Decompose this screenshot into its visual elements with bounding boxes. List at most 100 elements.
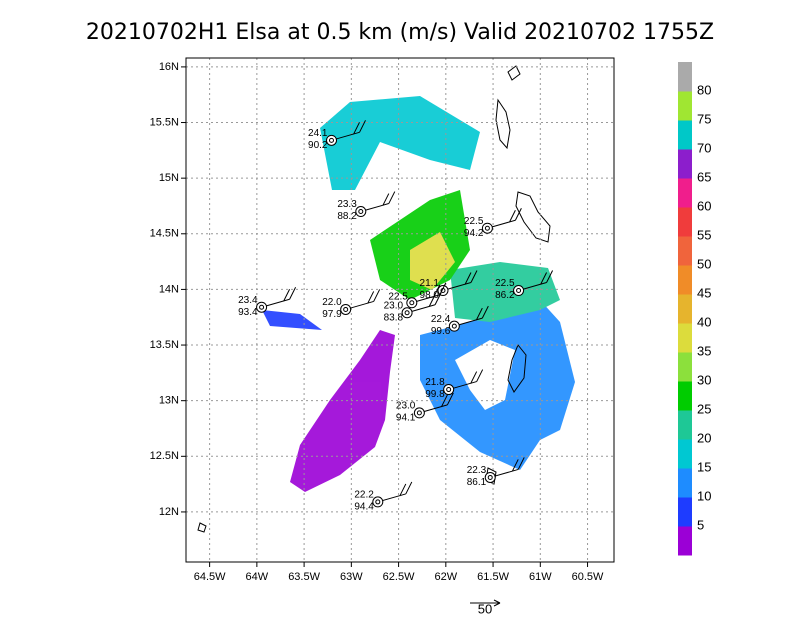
station (406, 297, 418, 309)
station-label: 23.0 (384, 300, 404, 311)
colorbar-label: 10 (697, 488, 711, 503)
colorbar-segment (678, 91, 692, 121)
colorbar-segment (678, 178, 692, 208)
station (484, 471, 496, 483)
x-tick-label: 63.5W (288, 571, 320, 583)
colorbar-label: 55 (697, 227, 711, 242)
station-label: 94.2 (464, 228, 484, 239)
colorbar-segment (678, 294, 692, 324)
station-label: 97.9 (322, 309, 342, 320)
x-tick-label: 62W (435, 571, 458, 583)
colorbar-label: 45 (697, 285, 711, 300)
y-tick-label: 12N (159, 506, 179, 518)
x-tick-label: 62.5W (383, 571, 415, 583)
station-label: 21.1 (420, 278, 440, 289)
colorbar-segment (678, 410, 692, 440)
wind-barb (377, 481, 413, 503)
wind-region (410, 232, 455, 290)
station-center (416, 410, 422, 416)
colorbar-label: 80 (697, 82, 711, 97)
colorbar-segment (678, 265, 692, 295)
colorbar-segment (678, 236, 692, 266)
station-label: 94.1 (396, 413, 416, 424)
x-tick-label: 61W (529, 571, 552, 583)
wind-barb (360, 191, 396, 213)
colorbar-label: 70 (697, 140, 711, 155)
colorbar-label: 5 (697, 517, 704, 532)
station (437, 285, 449, 297)
station-label: 22.2 (354, 490, 374, 501)
station-label: 86.2 (495, 290, 515, 301)
island (495, 98, 511, 150)
wind-region (290, 330, 395, 492)
station-label: 99.8 (425, 389, 445, 400)
y-tick-label: 16N (159, 61, 179, 73)
colorbar-segment (678, 120, 692, 150)
station-label: 22.5 (464, 216, 484, 227)
colorbar-label: 35 (697, 343, 711, 358)
station-center (329, 137, 335, 143)
station (355, 206, 367, 218)
y-tick-label: 15.5N (150, 116, 179, 128)
station-label: 22.3 (467, 465, 487, 476)
station-label: 22.0 (322, 297, 342, 308)
station-label: 22.4 (431, 314, 451, 325)
station (256, 301, 268, 313)
station (513, 285, 525, 297)
wind-region (320, 96, 480, 190)
wind-barb (345, 289, 381, 310)
station-center (409, 300, 415, 306)
station-center (451, 323, 457, 329)
title: 20210702H1 Elsa at 0.5 km (m/s) Valid 20… (86, 20, 714, 45)
station-label: 99.6 (431, 326, 451, 337)
station-label: 98.0 (420, 290, 440, 301)
colorbar-segment (678, 468, 692, 498)
station (372, 496, 384, 508)
colorbar-segment (678, 352, 692, 382)
colorbar-label: 15 (697, 459, 711, 474)
station-label: 90.2 (308, 140, 328, 151)
station (481, 222, 493, 234)
reference-label: 50 (478, 601, 492, 616)
plot-frame (185, 57, 615, 563)
station-center (375, 499, 381, 505)
station (340, 303, 352, 315)
colorbar-segment (678, 149, 692, 179)
station-center (404, 310, 410, 316)
wind-barb (487, 208, 522, 229)
colorbar-label: 20 (697, 430, 711, 445)
station-center (484, 225, 490, 231)
wind-region (450, 262, 560, 322)
station-center (446, 387, 452, 393)
colorbar-label: 25 (697, 401, 711, 416)
x-tick-label: 60.5W (572, 571, 604, 583)
wind-region (455, 340, 515, 410)
station-label: 83.8 (384, 312, 404, 323)
stations: 24.190.223.388.2 22.594.223.493.422.097.9… (238, 120, 554, 513)
y-tick-label: 13.5N (150, 339, 179, 351)
station (413, 407, 425, 419)
colorbar-segment (678, 526, 692, 556)
station-center (259, 304, 265, 310)
y-tick-label: 15N (159, 172, 179, 184)
station-label: 24.1 (308, 128, 328, 139)
colorbar-segment (678, 323, 692, 353)
island (507, 65, 521, 81)
colorbar-label: 75 (697, 111, 711, 126)
station-label: 88.2 (337, 211, 357, 222)
axes: 64.5W 64W 63.5W 63W 62.5W 62W 61.5W 61W 60.5W 12N… (150, 61, 604, 583)
x-tick-label: 64W (246, 571, 269, 583)
station (443, 384, 455, 396)
station-label: 23.0 (396, 401, 416, 412)
station (401, 307, 413, 319)
island (197, 522, 207, 533)
station-center (358, 209, 364, 215)
colorbar-segment (678, 497, 692, 527)
station (448, 320, 460, 332)
y-tick-label: 13N (159, 395, 179, 407)
colorbar-segment (678, 439, 692, 469)
colorbar-segment (678, 381, 692, 411)
station-center (487, 474, 493, 480)
colorbar-label: 40 (697, 314, 711, 329)
colorbar-label: 30 (697, 372, 711, 387)
